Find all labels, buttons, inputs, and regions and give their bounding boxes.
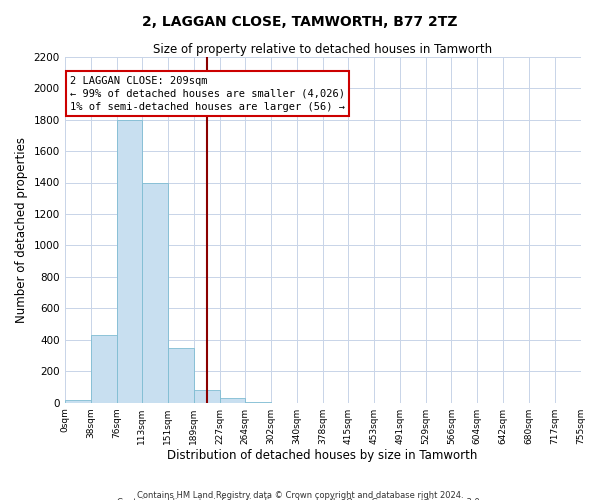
- Title: Size of property relative to detached houses in Tamworth: Size of property relative to detached ho…: [153, 42, 492, 56]
- Bar: [116, 120, 142, 403]
- Text: Contains public sector information licensed under the Open Government Licence v3: Contains public sector information licen…: [118, 498, 482, 500]
- X-axis label: Distribution of detached houses by size in Tamworth: Distribution of detached houses by size …: [167, 450, 478, 462]
- Text: Contains HM Land Registry data © Crown copyright and database right 2024.: Contains HM Land Registry data © Crown c…: [137, 490, 463, 500]
- Bar: [142, 182, 168, 402]
- Bar: [168, 348, 194, 403]
- Text: 2, LAGGAN CLOSE, TAMWORTH, B77 2TZ: 2, LAGGAN CLOSE, TAMWORTH, B77 2TZ: [142, 15, 458, 29]
- Bar: [220, 398, 245, 402]
- Text: 2 LAGGAN CLOSE: 209sqm
← 99% of detached houses are smaller (4,026)
1% of semi-d: 2 LAGGAN CLOSE: 209sqm ← 99% of detached…: [70, 76, 345, 112]
- Bar: [91, 335, 116, 402]
- Bar: [65, 400, 91, 402]
- Y-axis label: Number of detached properties: Number of detached properties: [15, 136, 28, 322]
- Bar: [194, 390, 220, 402]
